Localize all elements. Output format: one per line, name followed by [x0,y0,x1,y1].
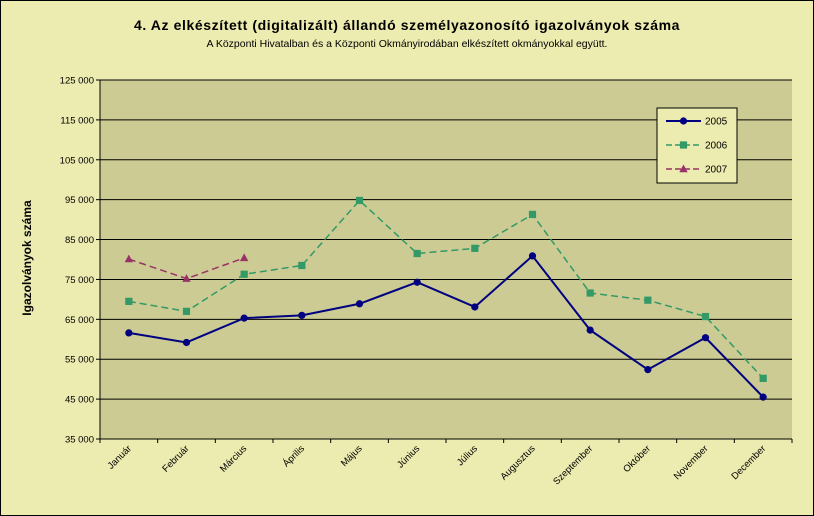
data-point [355,300,364,308]
y-tick-label: 85 000 [65,235,94,246]
data-point [298,311,306,319]
data-point [471,303,479,311]
x-tick-labels: Január Február Március Április Május Június Jú… [106,443,769,487]
x-tick-label: Május [339,443,365,469]
x-tick-label: Október [621,443,653,475]
y-tick-label: 55 000 [65,355,94,366]
data-point [679,117,688,125]
y-axis-label: Igazolványok száma [20,200,34,316]
data-point [182,338,191,347]
data-point [679,164,688,173]
data-point [125,329,133,337]
x-tick-label: Szeptember [551,443,595,487]
data-point [182,274,191,282]
series-line [128,254,764,398]
x-tick-label: December [730,443,769,482]
y-tick-label: 45 000 [65,395,94,406]
data-point [124,254,134,263]
data-point [239,253,249,262]
y-tick-label: 65 000 [65,315,94,326]
y-tick-label: 35 000 [65,435,94,446]
y-tick-labels: 35 000 45 000 55 000 65 000 75 000 85 000 95 0… [60,76,94,446]
data-point [413,278,421,286]
x-tick-label: Február [160,443,191,474]
x-tick-label: Augusztus [498,443,537,482]
data-point [644,365,652,374]
legend-entry: 2006 [666,141,728,152]
data-point [240,270,248,278]
data-point [759,393,767,401]
x-tick-label: Január [106,443,134,471]
legend-label: 2007 [705,165,728,176]
y-tick-label: 105 000 [60,155,94,166]
x-tick-label: Június [395,443,422,470]
legend-label: 2006 [705,141,728,152]
data-point [586,289,594,297]
data-point [701,312,710,321]
data-point [679,141,688,149]
chart-subtitle: A Központi Hivatalban és a Központi Okmá… [207,38,608,50]
series-2005 [125,252,767,401]
series-layer [124,196,767,401]
data-point [644,296,652,304]
data-point [298,261,306,270]
legend-entry: 2007 [666,164,728,176]
data-point [240,314,248,322]
data-point [528,210,537,219]
data-point [586,326,594,334]
y-tick-label: 125 000 [60,76,94,87]
legend-label: 2005 [705,117,728,128]
series-line [128,199,764,379]
data-point [355,196,364,205]
x-tick-label: Március [218,443,249,474]
x-tick-label: Július [455,443,480,468]
y-tick-label: 75 000 [65,275,94,286]
data-point [182,307,191,315]
axes [96,79,793,443]
series-2006 [125,196,767,382]
x-tick-label: Április [281,443,307,469]
y-tick-label: 115 000 [60,115,94,126]
x-tick-label: November [672,443,711,482]
legend-entry: 2005 [666,117,728,128]
data-point [701,334,710,342]
legend: 2005 2006 2007 [656,107,738,184]
data-point [528,252,537,260]
chart-title: 4. Az elkészített (digitalizált) állandó… [134,17,680,33]
data-point [125,297,133,305]
series-2007 [124,253,249,282]
gridlines [100,79,792,400]
data-point [759,374,767,382]
data-point [413,249,421,258]
y-tick-label: 95 000 [65,195,94,206]
data-point [471,244,479,252]
